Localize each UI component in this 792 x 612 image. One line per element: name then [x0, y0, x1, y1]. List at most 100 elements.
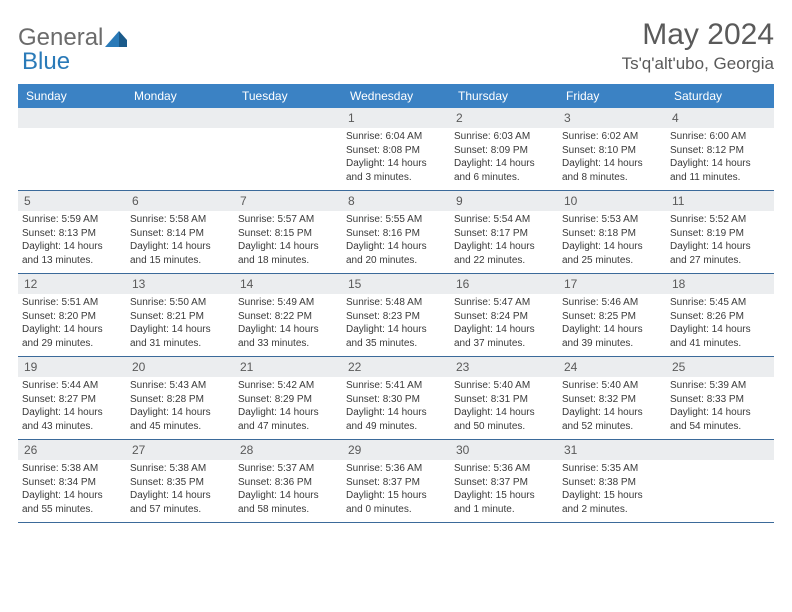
calendar-week: 19Sunrise: 5:44 AMSunset: 8:27 PMDayligh… [18, 357, 774, 440]
day-number: 6 [126, 191, 234, 211]
day-line: Sunset: 8:17 PM [454, 227, 554, 241]
calendar-week: 12Sunrise: 5:51 AMSunset: 8:20 PMDayligh… [18, 274, 774, 357]
day-line: and 25 minutes. [562, 254, 662, 268]
day-line: Sunset: 8:28 PM [130, 393, 230, 407]
day-number: 26 [18, 440, 126, 460]
day-line: and 13 minutes. [22, 254, 122, 268]
day-line: Sunset: 8:23 PM [346, 310, 446, 324]
day-line: Daylight: 14 hours [22, 240, 122, 254]
calendar-cell: 10Sunrise: 5:53 AMSunset: 8:18 PMDayligh… [558, 191, 666, 273]
day-line: and 41 minutes. [670, 337, 770, 351]
day-line: Sunrise: 5:38 AM [130, 462, 230, 476]
day-line: Daylight: 14 hours [454, 323, 554, 337]
calendar-cell: 21Sunrise: 5:42 AMSunset: 8:29 PMDayligh… [234, 357, 342, 439]
brand-logo: General [18, 18, 129, 52]
day-line: Daylight: 14 hours [454, 157, 554, 171]
day-line: and 39 minutes. [562, 337, 662, 351]
calendar-cell: 3Sunrise: 6:02 AMSunset: 8:10 PMDaylight… [558, 108, 666, 190]
day-body: Sunrise: 6:02 AMSunset: 8:10 PMDaylight:… [558, 128, 666, 188]
day-body: Sunrise: 5:38 AMSunset: 8:34 PMDaylight:… [18, 460, 126, 520]
day-number-empty [666, 440, 774, 460]
day-line: Sunset: 8:26 PM [670, 310, 770, 324]
day-number-empty [18, 108, 126, 128]
day-line: Sunrise: 5:35 AM [562, 462, 662, 476]
day-line: Sunrise: 5:36 AM [346, 462, 446, 476]
day-line: Sunset: 8:22 PM [238, 310, 338, 324]
day-line: Daylight: 14 hours [346, 323, 446, 337]
day-line: and 31 minutes. [130, 337, 230, 351]
weekday-header: Thursday [450, 84, 558, 108]
day-line: Sunrise: 5:41 AM [346, 379, 446, 393]
day-line: Daylight: 14 hours [346, 406, 446, 420]
day-number: 17 [558, 274, 666, 294]
calendar-cell [666, 440, 774, 522]
day-line: Daylight: 14 hours [346, 240, 446, 254]
day-number: 9 [450, 191, 558, 211]
calendar-cell [234, 108, 342, 190]
day-body: Sunrise: 5:49 AMSunset: 8:22 PMDaylight:… [234, 294, 342, 354]
day-line: Sunset: 8:37 PM [454, 476, 554, 490]
calendar: SundayMondayTuesdayWednesdayThursdayFrid… [18, 84, 774, 523]
day-line: and 15 minutes. [130, 254, 230, 268]
calendar-cell: 2Sunrise: 6:03 AMSunset: 8:09 PMDaylight… [450, 108, 558, 190]
day-line: Daylight: 14 hours [130, 489, 230, 503]
day-number: 21 [234, 357, 342, 377]
day-line: Sunset: 8:18 PM [562, 227, 662, 241]
day-line: Sunset: 8:32 PM [562, 393, 662, 407]
day-body: Sunrise: 5:45 AMSunset: 8:26 PMDaylight:… [666, 294, 774, 354]
day-line: and 11 minutes. [670, 171, 770, 185]
day-line: Daylight: 14 hours [346, 157, 446, 171]
day-number: 16 [450, 274, 558, 294]
day-line: Sunset: 8:27 PM [22, 393, 122, 407]
day-number: 8 [342, 191, 450, 211]
day-line: and 3 minutes. [346, 171, 446, 185]
calendar-cell: 17Sunrise: 5:46 AMSunset: 8:25 PMDayligh… [558, 274, 666, 356]
day-line: Daylight: 15 hours [454, 489, 554, 503]
day-body: Sunrise: 5:51 AMSunset: 8:20 PMDaylight:… [18, 294, 126, 354]
calendar-cell: 22Sunrise: 5:41 AMSunset: 8:30 PMDayligh… [342, 357, 450, 439]
day-body: Sunrise: 5:46 AMSunset: 8:25 PMDaylight:… [558, 294, 666, 354]
calendar-cell: 27Sunrise: 5:38 AMSunset: 8:35 PMDayligh… [126, 440, 234, 522]
day-body: Sunrise: 5:53 AMSunset: 8:18 PMDaylight:… [558, 211, 666, 271]
day-number: 4 [666, 108, 774, 128]
day-body: Sunrise: 6:04 AMSunset: 8:08 PMDaylight:… [342, 128, 450, 188]
calendar-cell: 30Sunrise: 5:36 AMSunset: 8:37 PMDayligh… [450, 440, 558, 522]
day-number: 29 [342, 440, 450, 460]
calendar-cell: 1Sunrise: 6:04 AMSunset: 8:08 PMDaylight… [342, 108, 450, 190]
day-line: and 49 minutes. [346, 420, 446, 434]
day-number: 14 [234, 274, 342, 294]
day-number: 30 [450, 440, 558, 460]
day-body: Sunrise: 5:40 AMSunset: 8:32 PMDaylight:… [558, 377, 666, 437]
day-body: Sunrise: 5:52 AMSunset: 8:19 PMDaylight:… [666, 211, 774, 271]
calendar-cell: 4Sunrise: 6:00 AMSunset: 8:12 PMDaylight… [666, 108, 774, 190]
day-line: and 22 minutes. [454, 254, 554, 268]
day-number: 22 [342, 357, 450, 377]
day-line: and 8 minutes. [562, 171, 662, 185]
day-line: Daylight: 14 hours [22, 406, 122, 420]
day-line: Sunrise: 5:49 AM [238, 296, 338, 310]
day-line: Sunset: 8:36 PM [238, 476, 338, 490]
day-line: Sunrise: 6:00 AM [670, 130, 770, 144]
weekday-header: Saturday [666, 84, 774, 108]
day-line: Daylight: 14 hours [562, 240, 662, 254]
day-body: Sunrise: 5:39 AMSunset: 8:33 PMDaylight:… [666, 377, 774, 437]
day-line: Sunset: 8:34 PM [22, 476, 122, 490]
day-line: Daylight: 14 hours [130, 406, 230, 420]
day-line: Sunrise: 5:38 AM [22, 462, 122, 476]
day-line: Sunset: 8:08 PM [346, 144, 446, 158]
day-line: Daylight: 14 hours [562, 406, 662, 420]
weekday-header-row: SundayMondayTuesdayWednesdayThursdayFrid… [18, 84, 774, 108]
day-line: and 18 minutes. [238, 254, 338, 268]
calendar-cell: 14Sunrise: 5:49 AMSunset: 8:22 PMDayligh… [234, 274, 342, 356]
day-number: 27 [126, 440, 234, 460]
day-line: Sunrise: 5:47 AM [454, 296, 554, 310]
day-number: 12 [18, 274, 126, 294]
day-line: and 33 minutes. [238, 337, 338, 351]
day-line: Sunset: 8:37 PM [346, 476, 446, 490]
day-body: Sunrise: 5:37 AMSunset: 8:36 PMDaylight:… [234, 460, 342, 520]
day-line: Sunset: 8:13 PM [22, 227, 122, 241]
calendar-cell: 12Sunrise: 5:51 AMSunset: 8:20 PMDayligh… [18, 274, 126, 356]
day-number: 31 [558, 440, 666, 460]
day-line: Sunrise: 5:55 AM [346, 213, 446, 227]
calendar-cell: 8Sunrise: 5:55 AMSunset: 8:16 PMDaylight… [342, 191, 450, 273]
